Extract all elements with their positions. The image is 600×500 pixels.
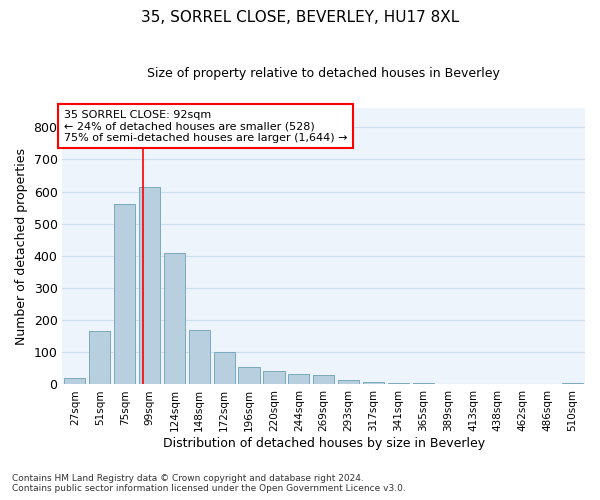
Bar — [288, 374, 310, 384]
Bar — [114, 204, 135, 384]
Bar — [562, 383, 583, 384]
Bar — [413, 383, 434, 384]
Bar — [363, 382, 384, 384]
Text: 35 SORREL CLOSE: 92sqm
← 24% of detached houses are smaller (528)
75% of semi-de: 35 SORREL CLOSE: 92sqm ← 24% of detached… — [64, 110, 347, 143]
Bar — [263, 370, 284, 384]
Bar — [139, 187, 160, 384]
Bar — [388, 383, 409, 384]
Text: Contains HM Land Registry data © Crown copyright and database right 2024.: Contains HM Land Registry data © Crown c… — [12, 474, 364, 483]
Text: Contains public sector information licensed under the Open Government Licence v3: Contains public sector information licen… — [12, 484, 406, 493]
Y-axis label: Number of detached properties: Number of detached properties — [15, 148, 28, 345]
Bar — [338, 380, 359, 384]
Bar — [214, 352, 235, 384]
Bar — [238, 367, 260, 384]
Title: Size of property relative to detached houses in Beverley: Size of property relative to detached ho… — [147, 68, 500, 80]
Text: 35, SORREL CLOSE, BEVERLEY, HU17 8XL: 35, SORREL CLOSE, BEVERLEY, HU17 8XL — [141, 10, 459, 25]
Bar — [89, 332, 110, 384]
Bar — [189, 330, 210, 384]
X-axis label: Distribution of detached houses by size in Beverley: Distribution of detached houses by size … — [163, 437, 485, 450]
Bar — [164, 252, 185, 384]
Bar — [313, 375, 334, 384]
Bar — [64, 378, 85, 384]
